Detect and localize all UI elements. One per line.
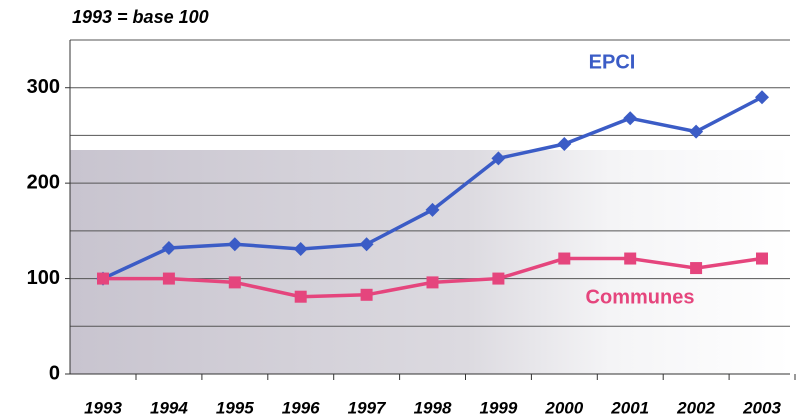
marker — [624, 252, 637, 265]
x-tick-label: 2003 — [742, 398, 781, 417]
marker — [557, 137, 572, 152]
marker — [756, 252, 768, 265]
x-tick-label: 1997 — [348, 398, 387, 417]
subtitle: 1993 = base 100 — [72, 7, 209, 27]
series-label: Communes — [586, 286, 695, 308]
marker — [425, 202, 440, 217]
marker — [492, 272, 505, 285]
marker — [359, 237, 374, 252]
marker — [161, 241, 176, 256]
marker — [97, 272, 109, 285]
marker — [162, 272, 175, 285]
marker — [227, 237, 242, 252]
x-tick-label: 2002 — [676, 398, 715, 417]
marker — [293, 241, 308, 256]
x-tick-label: 1994 — [150, 398, 188, 417]
x-tick-label: 2001 — [610, 398, 649, 417]
x-tick-label: 1996 — [282, 398, 320, 417]
x-tick-label: 1993 — [84, 398, 122, 417]
x-tick-label: 1999 — [479, 398, 517, 417]
series-label: EPCI — [589, 51, 636, 73]
y-tick-label: 300 — [27, 76, 60, 98]
x-tick-label: 1998 — [414, 398, 452, 417]
x-tick-label: 1995 — [216, 398, 254, 417]
y-tick-label: 0 — [49, 362, 60, 384]
marker — [228, 276, 241, 289]
marker — [755, 90, 769, 105]
marker — [294, 290, 307, 303]
marker — [623, 111, 638, 126]
marker — [689, 124, 704, 139]
marker — [690, 262, 703, 275]
y-tick-label: 200 — [27, 171, 60, 193]
marker — [558, 252, 571, 265]
plot-background — [70, 150, 790, 374]
y-tick-label: 100 — [27, 267, 60, 289]
marker — [360, 288, 373, 301]
x-tick-label: 2000 — [544, 398, 583, 417]
marker — [426, 276, 439, 289]
marker — [491, 151, 506, 166]
